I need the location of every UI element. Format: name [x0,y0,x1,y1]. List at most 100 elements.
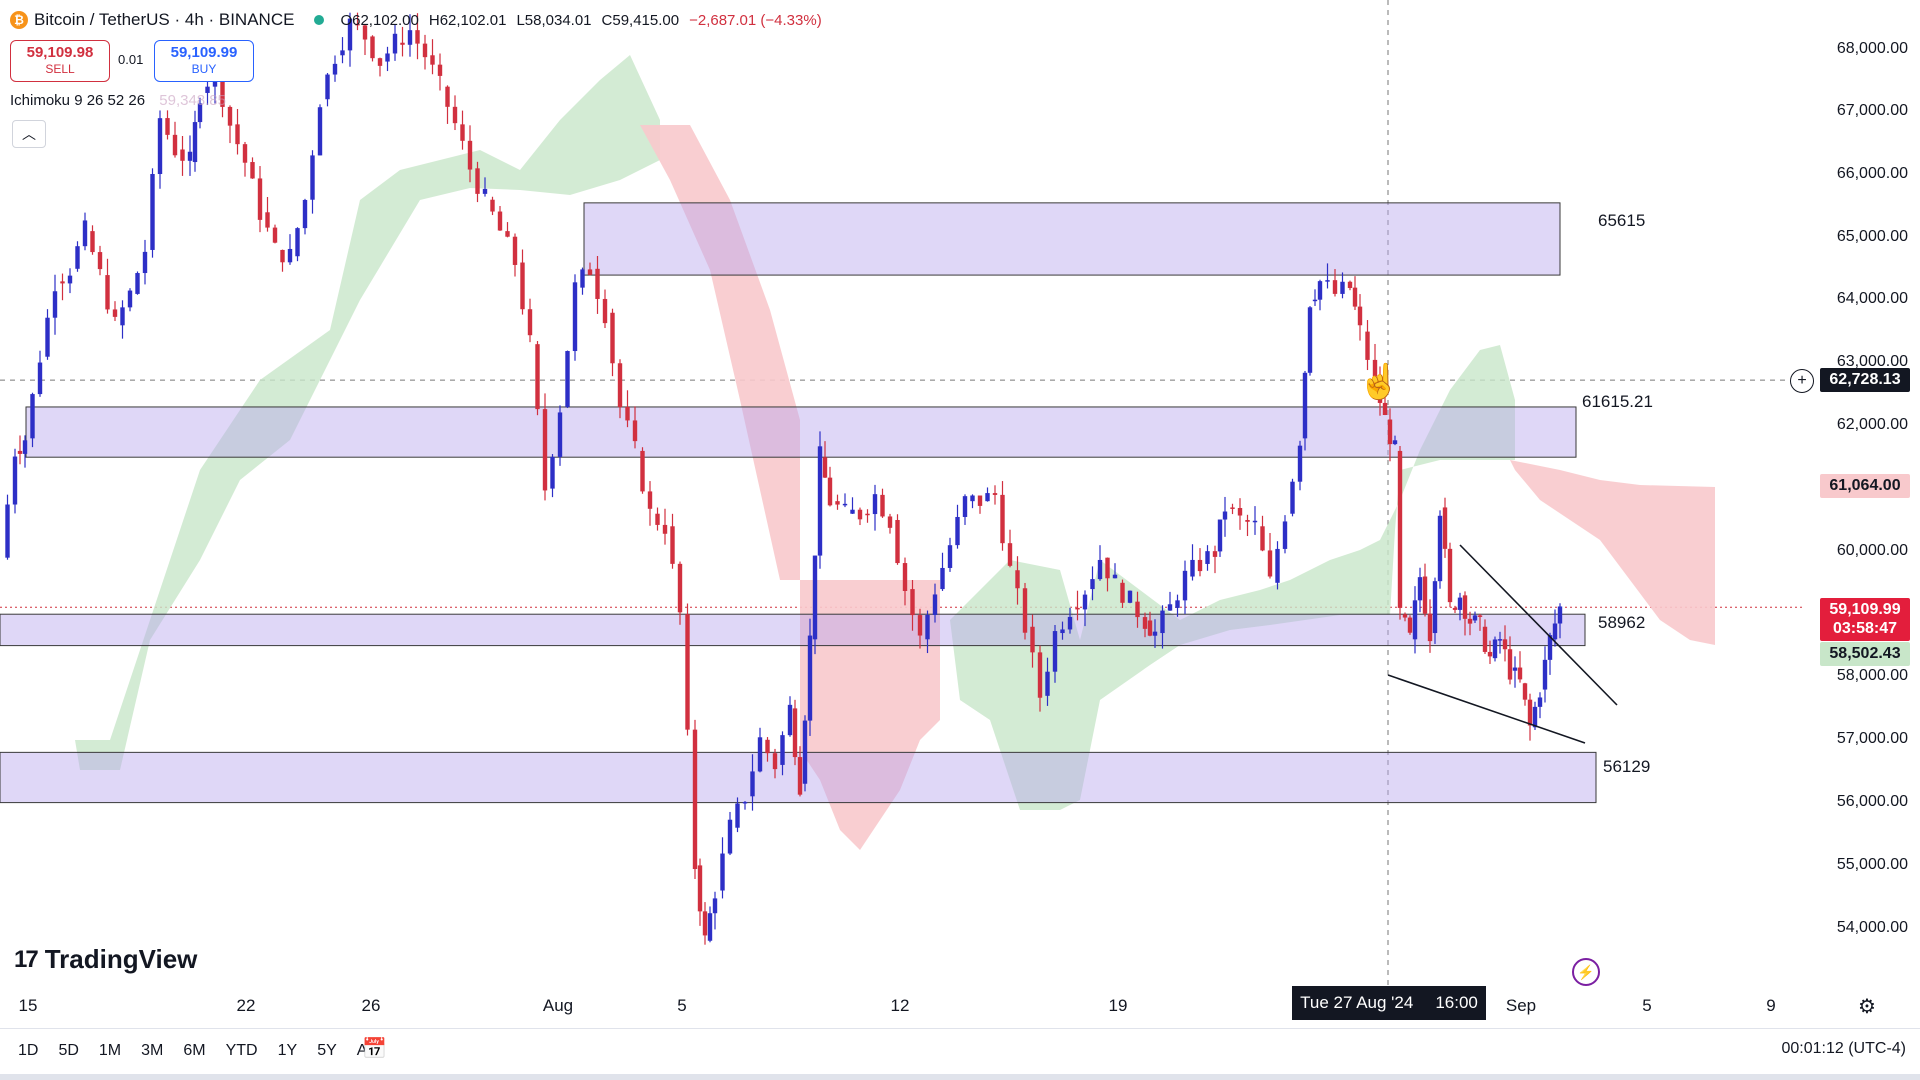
time-tick-label: 22 [236,996,256,1015]
candle-body [1412,600,1418,640]
candle-body [1167,604,1173,611]
support-resistance-zone [583,202,1561,276]
candle-body [90,231,95,253]
time-tick-label: 15 [18,996,38,1015]
add-alert-icon[interactable]: + [1790,369,1814,393]
range-all[interactable]: All [356,1042,375,1059]
change-value: −2,687.01 (−4.33%) [689,11,822,29]
candle-body [75,246,80,269]
candle-body [707,913,713,941]
candle-body [150,174,155,250]
sell-price: 59,109.98 [26,44,94,61]
zone-label-3: 58962 [1598,613,1646,632]
indicator-value: 59,348.85 [159,92,226,109]
candle-body [1135,601,1140,618]
tradingview-logo: 17 TradingView [14,944,197,975]
candle-body [355,23,360,26]
candle-body [1045,671,1050,696]
range-ytd[interactable]: YTD [225,1042,258,1059]
collapse-legend-button[interactable]: ︿ [12,120,46,148]
candle-body [22,440,28,454]
chevron-up-icon: ︿ [22,126,36,142]
price-tick-label: 54,000.00 [1836,919,1908,936]
candle-body [962,496,968,517]
candle-body [662,524,668,534]
candle-body [12,456,18,505]
crosshair-time: 16:00 [1435,993,1478,1012]
candle-body [1282,521,1288,549]
indicator-legend[interactable]: Ichimoku 9 26 52 26 59,348.85 [10,92,226,109]
candle-body [1090,579,1095,590]
price-tick-label: 66,000.00 [1836,165,1908,182]
range-5d[interactable]: 5D [58,1042,79,1059]
candle-body [1237,507,1243,516]
candle-body [1290,481,1295,514]
candle-body [235,124,240,145]
candle-body [430,55,435,65]
candle-body [142,251,148,274]
zone-label-1: 65615 [1598,211,1646,230]
candle-body [685,614,690,730]
range-1d[interactable]: 1D [18,1042,39,1059]
candle-body [1542,659,1548,690]
settings-gear-icon[interactable]: ⚙ [1858,996,1876,1018]
candle-body [692,729,698,870]
candle-body [970,495,975,502]
bottom-scrollbar[interactable] [0,1074,1920,1080]
price-tick-label: 64,000.00 [1836,290,1908,307]
calendar-icon[interactable]: 📅 [362,1038,387,1060]
candle-body [625,406,630,421]
trend-line-lower [1387,674,1586,744]
candle-body [850,509,855,514]
range-1m[interactable]: 1M [98,1042,122,1059]
candle-body [720,853,725,891]
open-value: O62,102.00 [340,11,419,29]
candle-body [302,199,308,229]
candle-body [880,494,885,517]
high-value: H62,102.01 [428,11,507,29]
lightning-icon[interactable]: ⚡ [1572,958,1600,986]
price-tick-label: 58,000.00 [1836,667,1908,684]
candle-body [1275,548,1280,583]
tradingview-mark-icon: 17 [14,945,39,973]
time-tick-label: 5 [1642,996,1652,1015]
candle-body [1372,359,1378,377]
buy-price: 59,109.99 [170,44,238,61]
range-6m[interactable]: 6M [183,1042,206,1059]
candle-body [1060,629,1065,634]
candle-body [1492,639,1498,659]
ichimoku-cloud-red [640,125,800,580]
candle-body [697,865,703,912]
candle-body [1557,606,1563,624]
sell-label: SELL [45,62,75,76]
candle-body [557,412,563,457]
candle-body [1347,281,1353,289]
price-tick-label: 62,000.00 [1836,416,1908,433]
candle-body [640,450,645,492]
candle-body [1252,520,1258,523]
timezone-clock[interactable]: 00:01:12 (UTC-4) [1781,1040,1907,1057]
candle-body [317,107,323,156]
candle-body [792,708,798,758]
range-3m[interactable]: 3M [141,1042,164,1059]
candle-body [992,493,998,495]
candle-body [467,140,473,170]
candle-body [1547,635,1553,660]
candle-body [932,594,938,615]
candle-body [1377,381,1383,403]
range-5y[interactable]: 5Y [317,1042,337,1059]
candle-body [1222,511,1228,520]
buy-button[interactable]: 59,109.99 BUY [154,40,254,82]
range-1y[interactable]: 1Y [277,1042,298,1059]
candle-body [1142,617,1148,629]
sell-button[interactable]: 59,109.98 SELL [10,40,110,82]
candle-body [475,168,480,194]
symbol-title[interactable]: Bitcoin / TetherUS · 4h · BINANCE [34,10,295,29]
candle-body [5,504,10,558]
candle-body [1427,613,1433,642]
candle-body [1182,570,1188,601]
price-tick-label: 55,000.00 [1836,856,1908,873]
candle-body [250,162,255,179]
candle-body [940,567,945,590]
